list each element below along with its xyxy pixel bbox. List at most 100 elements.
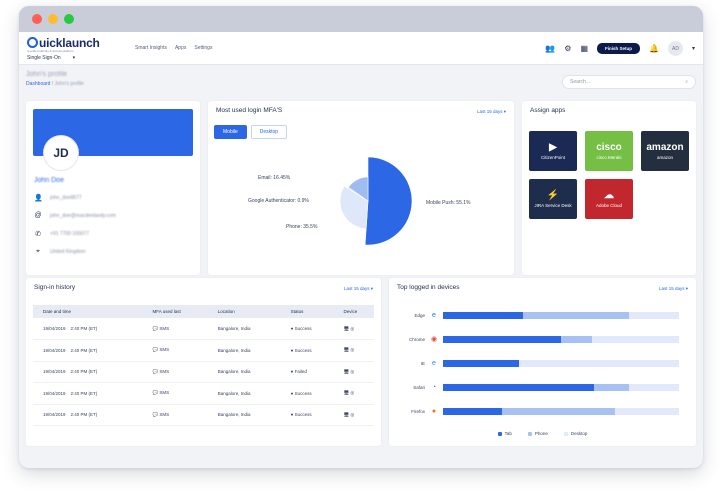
tab-mobile[interactable]: Mobile [214, 125, 247, 139]
table-row: 19/04/2019 2:40 PM (ET) 💬 SMS Bangalore, I… [33, 382, 374, 405]
top-nav: uicklaunch A unified identity & access p… [19, 32, 703, 65]
legend-label: Phone [534, 431, 548, 436]
close-dot[interactable] [32, 14, 42, 24]
bar-segment-desktop [518, 359, 679, 367]
app-name: Adobe Cloud [595, 202, 623, 208]
bar-segment-phone [502, 407, 616, 415]
legend-swatch [527, 431, 532, 436]
safari-icon: ◔ [431, 383, 437, 391]
bar-segment-tab [443, 335, 561, 343]
legend-swatch [563, 431, 568, 436]
status-cell: ● Success [280, 382, 334, 405]
stacked-bar [443, 335, 679, 343]
grid-icon[interactable]: ▦ [580, 44, 589, 53]
tab-desktop[interactable]: Desktop [250, 125, 288, 139]
app-tile-amazon[interactable]: amazon amazon [641, 131, 689, 171]
brand-logo[interactable]: uicklaunch A unified identity & access p… [27, 36, 123, 61]
device-label: IE [420, 360, 425, 366]
chevron-down-icon: ▾ [503, 109, 506, 114]
nav-smart-insights[interactable]: Smart Insights [135, 45, 167, 51]
bar-segment-phone [594, 383, 630, 391]
device-legend: Tab Phone Desktop [389, 431, 696, 436]
app-tile-cisco-meraki[interactable]: cisco cisco Meraki [585, 131, 633, 171]
column-header: Status [280, 305, 334, 318]
finish-setup-button[interactable]: Finish Setup [597, 43, 641, 54]
device-label: Firefox [411, 408, 425, 414]
chevron-down-icon: ▾ [370, 286, 373, 291]
app-window: uicklaunch A unified identity & access p… [19, 6, 703, 468]
device-cell: 🖥 ◎ [333, 339, 374, 362]
stacked-bar [443, 407, 679, 415]
status-cell: ● Success [280, 404, 334, 426]
date-cell: 19/04/2019 2:40 PM (ET) [33, 339, 143, 362]
mfa-title: Most used login MFA'S [216, 107, 283, 114]
window-titlebar [19, 6, 703, 32]
assign-apps-card: Assign apps ▶ CitizenPoint cisco cisco Mera… [522, 101, 696, 275]
device-row-ie: IE e [397, 359, 679, 367]
signin-period-dropdown[interactable]: Last 15 days ▾ [343, 286, 373, 291]
device-cell: 🖥 ◎ [333, 318, 374, 340]
edge-icon: e [432, 311, 436, 319]
devices-period-dropdown[interactable]: Last 15 days ▾ [658, 286, 688, 291]
users-icon[interactable]: 👥 [545, 44, 556, 53]
search-input[interactable]: Search... ⌕ [562, 75, 696, 89]
location-cell: Bangalore, India [207, 404, 281, 426]
mfa-cell: 💬 SMS [142, 361, 208, 383]
page-title: John's profile [26, 71, 68, 78]
nav-apps[interactable]: Apps [174, 45, 187, 51]
avatar[interactable]: AD [667, 41, 683, 56]
date-cell: 19/04/2019 2:40 PM (ET) [33, 361, 143, 383]
device-row-safari: Safari ◔ [397, 383, 679, 391]
table-row: 19/04/2019 2:40 PM (ET) 💬 SMS Bangalore, I… [33, 404, 374, 426]
app-name: amazon [656, 154, 673, 160]
mfa-cell: 💬 SMS [142, 382, 208, 405]
bar-segment-tab [443, 359, 519, 367]
profile-username-row: 👤 john_doe8677 [34, 195, 82, 202]
profile-avatar: JD [43, 135, 79, 171]
mfa-period-dropdown[interactable]: Last 15 days ▾ [476, 109, 506, 114]
stacked-bar [443, 311, 679, 319]
legend-swatch [497, 431, 502, 436]
chevron-down-icon: ▾ [685, 286, 688, 291]
minimize-dot[interactable] [48, 14, 58, 24]
nav-actions: 👥 ⚙ ▦ Finish Setup 🔔 AD ▾ [545, 32, 695, 65]
product-selector[interactable]: Single Sign-On ▾ [27, 55, 123, 61]
location-cell: Bangalore, India [207, 318, 281, 340]
gear-icon[interactable]: ⚙ [564, 44, 572, 53]
app-tile-citizenpoint[interactable]: ▶ CitizenPoint [529, 131, 577, 171]
device-cell: 🖥 ◎ [333, 382, 374, 405]
nav-settings[interactable]: Settings [194, 45, 213, 51]
mfa-cell: 💬 SMS [142, 404, 208, 426]
app-logo-icon: ☁ [604, 189, 614, 201]
chevron-down-icon[interactable]: ▾ [691, 46, 695, 52]
bell-icon[interactable]: 🔔 [649, 44, 659, 53]
location-cell: Bangalore, India [207, 382, 281, 405]
app-tile-adobe-cloud[interactable]: ☁ Adobe Cloud [585, 179, 633, 219]
legend-label: Tab [504, 431, 512, 436]
pie-slice-mobile-push [364, 156, 413, 246]
bar-segment-desktop [615, 407, 679, 415]
breadcrumb-current: John's profile [54, 81, 84, 87]
device-label: Chrome [408, 336, 425, 342]
bar-segment-tab [443, 311, 524, 319]
bar-segment-phone [523, 311, 630, 319]
pie-label-google-authenticator: Google Authenticator: 0.9% [248, 198, 309, 204]
device-label: Safari [413, 384, 425, 390]
column-header: Device [333, 305, 374, 318]
bar-segment-phone [561, 335, 592, 343]
phone-icon: ✆ [35, 231, 41, 238]
profile-name: John Doe [34, 177, 64, 184]
zoom-dot[interactable] [64, 14, 74, 24]
app-tile-jira-service-desk[interactable]: ⚡ JIRA Service Desk [529, 179, 577, 219]
mfa-cell: 💬 SMS [142, 339, 208, 362]
date-cell: 19/04/2019 2:40 PM (ET) [33, 404, 143, 426]
location-cell: Bangalore, India [207, 339, 281, 362]
assign-apps-title: Assign apps [530, 107, 566, 114]
breadcrumb-dashboard[interactable]: Dashboard [26, 81, 51, 87]
app-name: CitizenPoint [540, 154, 565, 160]
legend-item-desktop: Desktop [563, 431, 587, 436]
bar-segment-tab [443, 383, 595, 391]
location-cell: Bangalore, India [207, 361, 281, 383]
table-row: 19/04/2019 2:40 PM (ET) 💬 SMS Bangalore, I… [33, 339, 374, 362]
bar-segment-desktop [629, 311, 679, 319]
